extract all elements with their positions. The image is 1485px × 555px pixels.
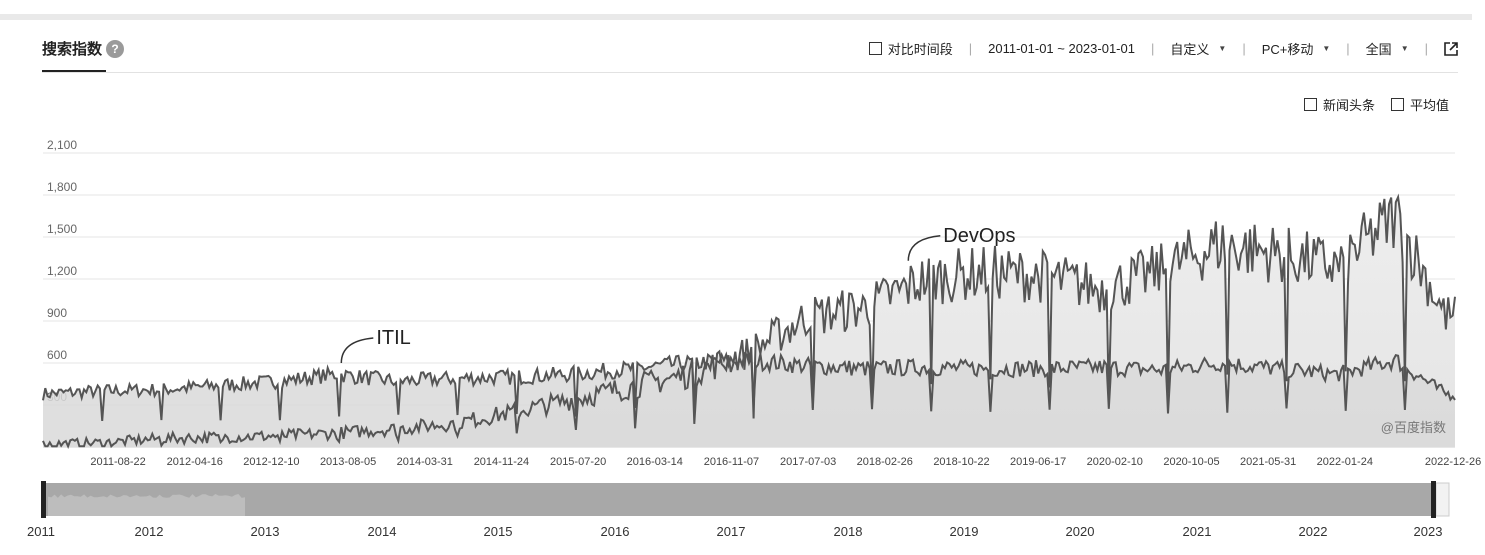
x-tick-label: 2014-03-31	[397, 456, 453, 468]
compare-period-toggle[interactable]: 对比时间段	[868, 39, 953, 58]
timeline-unselected-region	[1435, 482, 1450, 517]
active-tab-underline	[42, 70, 106, 73]
itil-line	[42, 351, 1456, 421]
x-tick-label: 2015-07-20	[550, 456, 606, 468]
device-label: PC+移动	[1261, 42, 1314, 57]
y-tick-label: 900	[47, 306, 67, 320]
x-tick-label: 2018-10-22	[933, 456, 989, 468]
header-divider	[42, 72, 1458, 73]
timeline-year-label: 2012	[135, 524, 164, 539]
timeline-right-handle[interactable]	[1431, 481, 1436, 518]
separator: |	[1242, 41, 1246, 56]
x-tick-label: 2018-02-26	[857, 456, 913, 468]
annotation-callout	[907, 235, 941, 261]
x-tick-label: 2014-11-24	[474, 456, 529, 468]
separator: |	[1424, 41, 1428, 56]
x-tick-label: 2016-11-07	[704, 456, 759, 468]
y-tick-label: 1,500	[47, 222, 77, 236]
compare-label: 对比时间段	[887, 42, 953, 57]
x-tick-label: 2022-01-24	[1317, 456, 1373, 468]
news-label: 新闻头条	[1322, 98, 1375, 113]
timeline-year-label: 2013	[251, 524, 280, 539]
timeline-year-label: 2021	[1183, 524, 1212, 539]
timeline-year-label: 2023	[1414, 524, 1443, 539]
timeline-year-label: 2015	[484, 524, 513, 539]
x-tick-label: 2020-02-10	[1087, 456, 1143, 468]
separator: |	[1346, 41, 1350, 56]
average-toggle[interactable]: 平均值	[1390, 95, 1449, 114]
series-lines	[42, 193, 1456, 449]
separator: |	[968, 41, 973, 56]
y-tick-label: 1,800	[47, 180, 77, 194]
x-tick-label: 2017-07-03	[780, 456, 836, 468]
news-checkbox[interactable]	[1303, 98, 1317, 111]
caret-down-icon: ▼	[1400, 44, 1409, 53]
timeline-year-label: 2016	[601, 524, 630, 539]
export-icon[interactable]	[1444, 41, 1458, 56]
x-tick-label: 2012-12-10	[243, 456, 299, 468]
annotation-callout	[340, 337, 374, 364]
header-controls: 对比时间段 | 2011-01-01 ~ 2023-01-01 | 自定义 ▼ …	[868, 39, 1458, 58]
timeline-year-label: 2014	[368, 524, 397, 539]
x-axis-ticks: 2011-08-22 2012-04-16 2012-12-10 2013-08-05…	[90, 456, 1481, 468]
y-tick-label: 2,100	[47, 138, 77, 152]
region-dropdown[interactable]: 全国 ▼	[1366, 39, 1409, 58]
news-toggle[interactable]: 新闻头条	[1303, 95, 1375, 114]
separator: |	[1150, 41, 1155, 56]
custom-label: 自定义	[1170, 42, 1210, 57]
timeline-mini-area	[48, 494, 245, 516]
device-dropdown[interactable]: PC+移动 ▼	[1262, 39, 1331, 58]
annotations: ITIL DevOps	[340, 225, 1016, 364]
timeline-track[interactable]	[43, 483, 1447, 516]
average-label: 平均值	[1409, 98, 1449, 113]
x-tick-label: 2022-12-26	[1425, 456, 1481, 468]
x-tick-label: 2021-05-31	[1240, 456, 1296, 468]
timeline-year-label: 2018	[834, 524, 863, 539]
y-tick-label: 1,200	[47, 264, 77, 278]
timeline-year-label: 2011	[27, 524, 55, 539]
date-range-picker[interactable]: 2011-01-01 ~ 2023-01-01	[988, 41, 1135, 56]
date-range-text: 2011-01-01 ~ 2023-01-01	[988, 41, 1135, 56]
question-circle-icon[interactable]: ?	[106, 39, 125, 58]
timeline-year-labels: 2011 2012 2013 2014 2015 2016 2017 2018 2019 2020…	[27, 524, 1442, 539]
timeline-slider[interactable]	[41, 481, 1450, 518]
caret-down-icon: ▼	[1322, 44, 1331, 53]
timeline-year-label: 2020	[1066, 524, 1095, 539]
panel-title: 搜索指数	[42, 41, 103, 58]
series-areas	[43, 197, 1455, 447]
y-tick-label: 600	[47, 348, 67, 362]
x-tick-label: 2019-06-17	[1010, 456, 1066, 468]
timeline-year-label: 2019	[950, 524, 979, 539]
timeline-year-label: 2017	[717, 524, 746, 539]
timeline-year-label: 2022	[1299, 524, 1328, 539]
watermark: @百度指数	[1381, 420, 1446, 435]
custom-dropdown[interactable]: 自定义 ▼	[1170, 39, 1226, 58]
x-tick-label: 2011-08-22	[90, 456, 145, 468]
region-label: 全国	[1365, 42, 1392, 57]
chart-options: 新闻头条 平均值	[1288, 95, 1449, 114]
annotation-label: DevOps	[943, 225, 1015, 247]
x-tick-label: 2012-04-16	[167, 456, 223, 468]
x-tick-label: 2013-08-05	[320, 456, 376, 468]
annotation-label: ITIL	[376, 327, 410, 349]
caret-down-icon: ▼	[1218, 44, 1227, 53]
compare-checkbox[interactable]	[868, 42, 882, 55]
average-checkbox[interactable]	[1390, 98, 1404, 111]
timeline-left-handle[interactable]	[41, 481, 46, 518]
itil-area	[43, 353, 1455, 447]
x-tick-label: 2016-03-14	[627, 456, 683, 468]
panel-title-group: 搜索指数 ?	[42, 38, 125, 59]
x-tick-label: 2020-10-05	[1163, 456, 1219, 468]
top-border	[0, 14, 1472, 20]
